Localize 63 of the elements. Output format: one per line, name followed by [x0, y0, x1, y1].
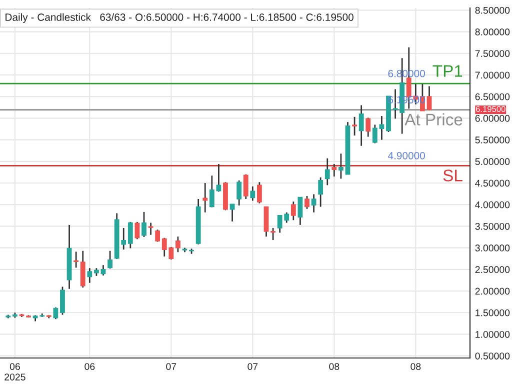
- ref-line-label: SL: [443, 170, 462, 182]
- candlestick: [155, 228, 160, 242]
- x-tick-label: 08: [329, 363, 340, 370]
- candlestick: [256, 181, 262, 204]
- candlestick: [108, 250, 112, 270]
- candlestick: [372, 124, 378, 144]
- candlestick: [87, 267, 92, 284]
- candlestick: [134, 221, 140, 240]
- candlestick: [352, 116, 357, 136]
- candlestick: [298, 196, 303, 226]
- candlestick: [250, 186, 256, 202]
- candlestick: [53, 306, 58, 320]
- text: 6.19500: [476, 106, 506, 112]
- chart-title: Daily - Candlestick 63/63 - O:6.50000 - H:6.74000 - L:6.18500 - C:6.19500: [6, 13, 354, 23]
- x-tick-label: 07: [166, 363, 176, 370]
- y-tick-label: 6.00000: [475, 114, 510, 122]
- candlestick: [80, 250, 86, 288]
- candlestick: [304, 195, 310, 210]
- y-tick-label: 4.50000: [475, 180, 510, 187]
- y-tick-label: 6.50000: [475, 93, 510, 100]
- y-tick-label: 2.50000: [475, 266, 510, 274]
- candlestick: [202, 182, 208, 214]
- candlestick: [332, 163, 337, 178]
- y-tick-label: 0.50000: [475, 352, 510, 360]
- candlestick: [366, 117, 371, 138]
- y-tick-label: 5.50000: [475, 136, 510, 144]
- candlestick: [311, 194, 316, 214]
- x-tick-label: 06 2025: [4, 363, 26, 380]
- candlestick: [270, 227, 276, 241]
- candlestick: [148, 222, 154, 236]
- candlestick: [230, 203, 235, 222]
- ref-line-label: TP1: [432, 65, 462, 77]
- candlestick: [318, 176, 324, 208]
- candlestick: [324, 158, 330, 186]
- y-tick-label: 4.00000: [475, 201, 510, 208]
- y-tick-label: 8.00000: [475, 28, 510, 36]
- candlestick: [379, 115, 384, 140]
- y-tick-label: 3.00000: [475, 244, 510, 252]
- candlestick: [128, 221, 133, 249]
- candlestick: [142, 211, 146, 238]
- candlestick: [338, 152, 344, 180]
- candlestick: [100, 264, 106, 276]
- y-tick-label: 2.00000: [475, 288, 510, 295]
- x-tick-label: 08: [410, 363, 421, 370]
- y-tick-label: 7.00000: [475, 72, 510, 79]
- y-tick-label: 1.50000: [476, 309, 510, 316]
- candlestick: [60, 286, 65, 316]
- y-tick-label: 8.50000: [475, 6, 510, 14]
- candlestick: [290, 200, 296, 221]
- y-tick-label: 5.00000: [475, 158, 510, 166]
- x-tick-label: 07: [248, 363, 258, 370]
- candlestick: [175, 236, 180, 253]
- y-tick-label: 7.50000: [475, 50, 510, 57]
- x-tick-label: 06: [84, 363, 95, 370]
- y-tick-label: 3.50000: [475, 222, 510, 230]
- annotation: 4.90000: [388, 152, 425, 160]
- y-tick-label: 1.00000: [476, 330, 510, 338]
- ref-line-label: At Price: [404, 113, 462, 126]
- candlestick: [74, 251, 79, 268]
- candlestick: [243, 174, 248, 200]
- candlestick: [426, 86, 432, 111]
- candlestick: [358, 104, 364, 147]
- candlestick: [236, 180, 242, 206]
